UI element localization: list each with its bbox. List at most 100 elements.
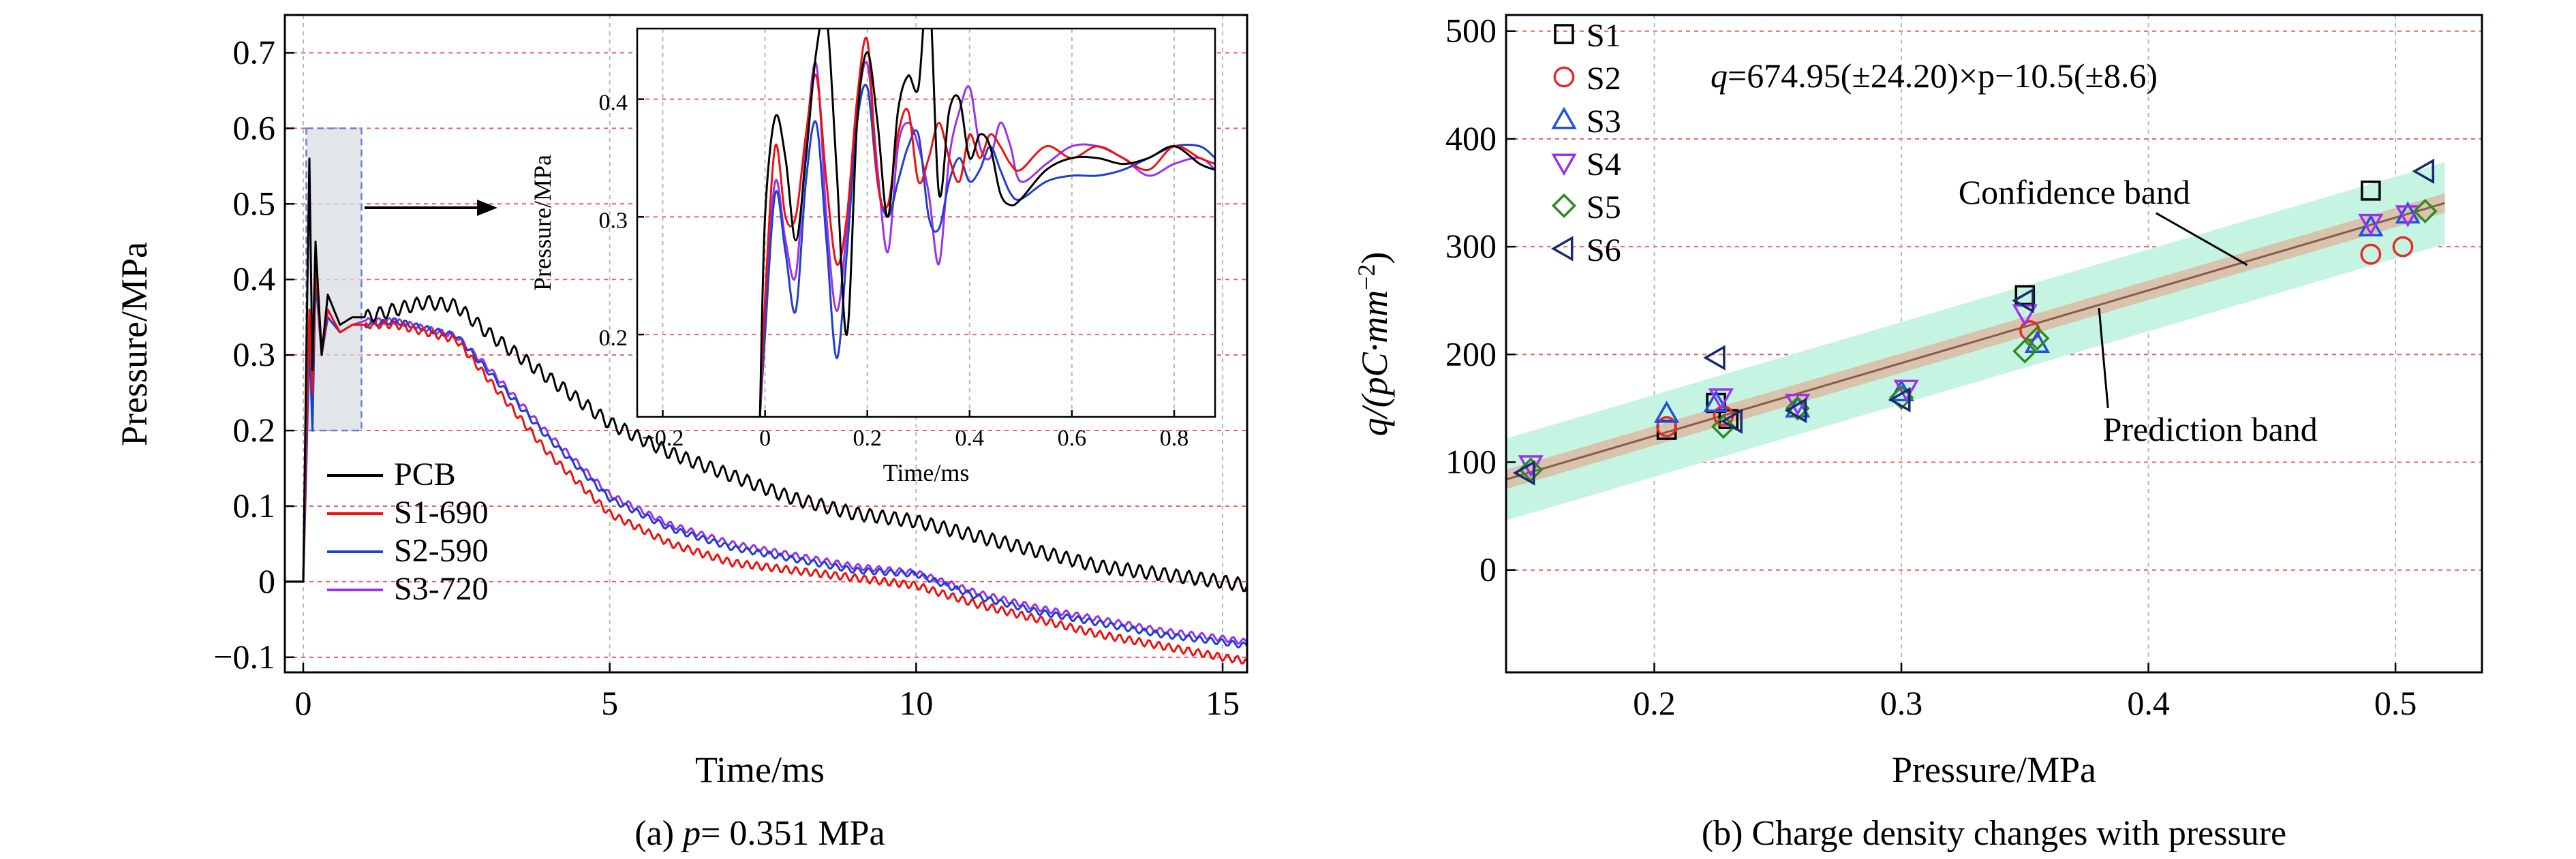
- panel-a-ytick-label: 0.3: [233, 335, 276, 373]
- legend-label-s2: S2: [1586, 61, 1621, 97]
- panel-a-lines: [285, 157, 1247, 665]
- legend-marker-s4: [1551, 153, 1577, 176]
- fit-line: [1506, 202, 2446, 481]
- panel-a-frame: [283, 14, 1248, 674]
- panel-a-ylabel: Pressure/MPa: [114, 242, 155, 446]
- annotation-leader: [2098, 308, 2109, 409]
- panel-a-ytick-label: 0.1: [233, 486, 276, 525]
- point-s3: [2395, 201, 2421, 224]
- annotation-leader: [2156, 212, 2248, 266]
- legend-marker-s6: [1550, 236, 1574, 262]
- inset-ytick-label: 0.4: [599, 91, 628, 116]
- panel-b: 0 100 200 300 400 500 0.2 0.3 0.4 0.5 Pressure/MP…: [1353, 12, 2483, 853]
- point-s2: [1656, 416, 1678, 437]
- point-s5: [1711, 414, 1736, 439]
- inset-ytick-label: 0.3: [599, 208, 628, 233]
- panel-b-bands: [1506, 162, 2446, 520]
- inset-frame: [636, 27, 1216, 418]
- panel-b-ytick-label: 300: [1445, 227, 1497, 265]
- point-s2: [2392, 236, 2414, 257]
- point-s4: [1893, 379, 1919, 403]
- line-s1-690: [285, 263, 1247, 665]
- point-s5: [2012, 339, 2038, 364]
- panel-a-xtick-label: 0: [294, 684, 311, 722]
- panel-b-frame: [1505, 14, 2483, 674]
- panel-b-legend: S1 S2 S3 S4 S5 S6: [1550, 18, 1621, 268]
- prediction-band-label: Prediction band: [2103, 410, 2318, 448]
- inset-ytick-label: 0.2: [599, 326, 628, 351]
- panel-a-xtick-label: 10: [899, 684, 933, 722]
- point-s6: [2412, 158, 2435, 185]
- legend-label-s3: S3: [1586, 104, 1621, 140]
- panel-a-ytick-label: −0.1: [213, 638, 275, 676]
- inset-xtick-label: 0.4: [955, 426, 985, 451]
- inset-xtick-label: 0.8: [1160, 426, 1189, 451]
- panel-a-ytick-label: 0.4: [233, 260, 276, 298]
- legend-label-s5: S5: [1586, 189, 1621, 225]
- panel-a-xtick-label: 5: [601, 684, 618, 722]
- inset-line-pcb: [758, 29, 1215, 417]
- inset-ticks: 0.2 0.3 0.4 −0.2 0 0.2 0.4 0.6 0.8: [599, 91, 1189, 451]
- panel-b-ytick-label: 400: [1445, 119, 1497, 157]
- legend-label-s4: S4: [1586, 146, 1621, 183]
- point-s5: [2412, 198, 2438, 223]
- zoom-highlight-box: [305, 127, 363, 432]
- point-s4: [1708, 388, 1734, 411]
- legend-label-s3-720: S3-720: [394, 571, 489, 607]
- panel-b-ticks: 0 100 200 300 400 500 0.2 0.3 0.4 0.5: [1445, 12, 2417, 722]
- panel-a-ytick-label: 0: [258, 562, 275, 600]
- panel-b-ytick-label: 500: [1445, 12, 1497, 50]
- point-s6: [1512, 460, 1535, 486]
- point-s6: [2012, 287, 2034, 313]
- panel-a-ytick-label: 0.6: [233, 108, 276, 146]
- panel-b-ytick-label: 0: [1479, 550, 1497, 589]
- inset-xtick-label: 0.6: [1058, 426, 1087, 451]
- line-s2-590: [285, 278, 1247, 649]
- inset-xtick-label: −0.2: [642, 426, 684, 451]
- inset-grid: [637, 29, 1215, 417]
- panel-a-ytick-label: 0.7: [233, 33, 276, 71]
- point-s6: [1784, 397, 1807, 424]
- inset-xtick-label: 0: [759, 426, 771, 451]
- zoom-region: [305, 127, 363, 432]
- confidence-band-label: Confidence band: [1959, 173, 2190, 211]
- point-s4: [2358, 213, 2384, 236]
- inset-line-s2-590: [758, 83, 1215, 417]
- panel-a-ytick-label: 0.5: [233, 184, 276, 222]
- panel-b-xtick-label: 0.2: [1633, 684, 1676, 722]
- panel-b-ylabel: q/(pC·mm−2): [1353, 252, 1395, 437]
- panel-b-points: [1512, 158, 2438, 486]
- point-s5: [1518, 457, 1544, 482]
- panel-a-xtick-label: 15: [1206, 684, 1240, 722]
- inset-xtick-label: 0.2: [853, 426, 882, 451]
- fit-equation: q=674.95(±24.20)×p−10.5(±8.6): [1711, 57, 2158, 95]
- legend-label-s1-690: S1-690: [394, 495, 489, 531]
- legend-label-s2-590: S2-590: [394, 533, 489, 569]
- inset-line-s1-690: [758, 37, 1215, 417]
- panel-b-annotations: Confidence band Prediction band: [1959, 173, 2318, 448]
- point-s2: [2360, 243, 2382, 265]
- zoom-arrow: [365, 200, 497, 216]
- inset-ylabel: Pressure/MPa: [529, 155, 556, 291]
- panel-b-xtick-label: 0.3: [1880, 684, 1923, 722]
- panel-a: −0.1 0 0.1 0.2 0.3 0.4 0.5 0.6 0.7 0 5 10 15 Time/ms…: [114, 14, 1248, 853]
- panel-b-caption: (b) Charge density changes with pressure: [1702, 814, 2286, 853]
- line-pcb: [285, 157, 1247, 593]
- point-s1: [2361, 181, 2381, 201]
- legend-label-s6: S6: [1586, 232, 1621, 268]
- point-s5: [2025, 326, 2050, 351]
- panel-b-ytick-label: 100: [1445, 443, 1497, 481]
- panel-b-xlabel: Pressure/MPa: [1892, 749, 2096, 790]
- panel-a-ticks: −0.1 0 0.1 0.2 0.3 0.4 0.5 0.6 0.7 0 5 10 15: [213, 33, 1240, 722]
- panel-b-ytick-label: 200: [1445, 334, 1497, 373]
- legend-marker-s1: [1554, 24, 1574, 44]
- point-s6: [1703, 345, 1726, 371]
- point-s3: [1653, 401, 1680, 423]
- panel-a-caption: (a) p= 0.351 MPa: [634, 814, 885, 853]
- inset-chart: 0.2 0.3 0.4 −0.2 0 0.2 0.4 0.6 0.8 Time/ms Press…: [529, 27, 1216, 486]
- point-s3: [1703, 390, 1729, 412]
- panel-b-xtick-label: 0.5: [2374, 684, 2417, 722]
- inset-xlabel: Time/ms: [883, 459, 970, 486]
